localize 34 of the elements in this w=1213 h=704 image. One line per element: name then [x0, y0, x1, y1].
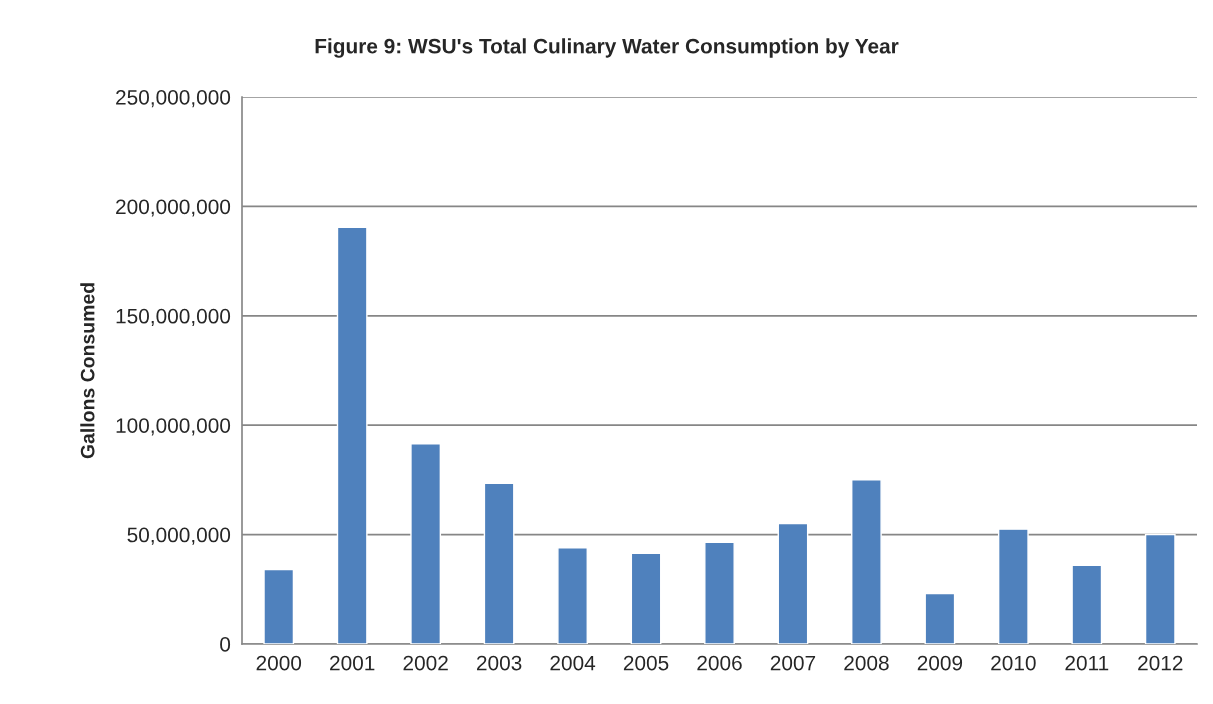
y-tick-label: 50,000,000	[127, 527, 231, 545]
bar	[630, 552, 662, 644]
bar	[924, 592, 956, 644]
x-tick-label: 2000	[256, 655, 302, 671]
bar	[483, 482, 515, 644]
x-tick-label: 2008	[844, 655, 889, 671]
x-tick-label: 2005	[623, 655, 669, 671]
x-tick-label: 2001	[330, 655, 375, 671]
x-tick-label: 2006	[697, 655, 742, 671]
y-tick-label: 150,000,000	[116, 308, 231, 327]
y-axis-title: Gallons Consumed	[80, 283, 95, 459]
y-tick-label: 0	[220, 637, 231, 652]
x-tick-label: 2007	[770, 655, 816, 671]
x-tick-label: 2011	[1065, 655, 1109, 671]
bar	[777, 522, 809, 644]
x-tick-label: 2003	[476, 655, 522, 671]
y-tick-label: 200,000,000	[116, 199, 231, 217]
bar	[557, 547, 588, 644]
x-tick-label: 2002	[403, 655, 448, 671]
y-tick-label: 250,000,000	[116, 90, 231, 108]
bar	[263, 568, 295, 644]
bar	[410, 443, 442, 644]
y-tick-label: 100,000,000	[116, 418, 231, 436]
bar	[851, 479, 882, 644]
x-tick-label: 2012	[1138, 655, 1183, 671]
bar	[336, 226, 368, 644]
bar	[704, 541, 735, 644]
bar	[997, 528, 1029, 644]
x-tick-label: 2010	[991, 655, 1036, 671]
bar	[1144, 533, 1176, 644]
x-tick-label: 2009	[917, 655, 963, 671]
bar	[1071, 564, 1103, 644]
chart-title: Figure 9: WSU's Total Culinary Water Consumption by Year	[315, 38, 899, 58]
x-tick-label: 2004	[550, 655, 596, 671]
